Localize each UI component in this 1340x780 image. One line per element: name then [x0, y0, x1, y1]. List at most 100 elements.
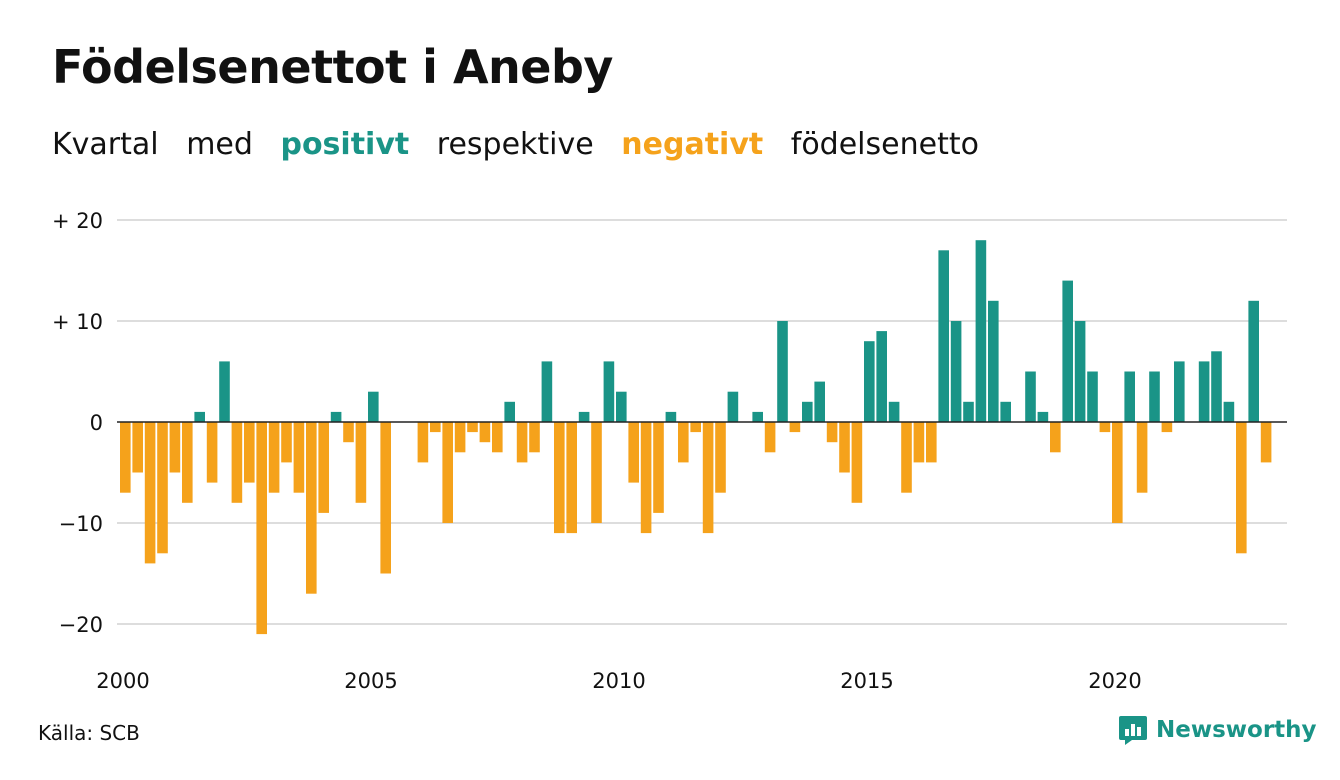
bar [752, 411, 763, 422]
y-tick-label: −20 [59, 613, 103, 637]
bar [554, 422, 565, 534]
bar [380, 422, 391, 574]
bar [814, 381, 825, 422]
bar [293, 422, 305, 493]
bar [454, 422, 466, 453]
bar [603, 361, 615, 422]
source-note: Källa: SCB [38, 721, 140, 745]
bar [715, 422, 726, 493]
bar [1211, 351, 1222, 422]
bar [1050, 422, 1061, 453]
bar [851, 422, 863, 503]
bar [1174, 361, 1185, 422]
bar [430, 422, 441, 433]
bar [306, 422, 317, 594]
bar [417, 422, 429, 463]
bar [1236, 422, 1247, 554]
bar [640, 422, 652, 534]
bar [1136, 422, 1148, 493]
bar [1124, 371, 1135, 422]
bar [529, 422, 540, 453]
bar [1260, 422, 1272, 463]
bar [913, 422, 925, 463]
chart-title: Födelsenettot i Aneby [52, 40, 613, 94]
bar [1000, 401, 1011, 422]
bar [938, 250, 949, 422]
bar [492, 422, 503, 453]
bar [839, 422, 850, 473]
bar [1149, 371, 1160, 422]
bar [888, 401, 900, 422]
bar [516, 422, 528, 463]
subtitle-negative-keyword: negativt [621, 127, 764, 162]
bar [442, 422, 453, 523]
bar [256, 422, 267, 635]
bar [578, 411, 590, 422]
bar [926, 422, 937, 463]
bar [144, 422, 156, 564]
bar [789, 422, 801, 433]
bar [268, 422, 280, 493]
bar [120, 422, 131, 493]
subtitle-word: födelsenetto [790, 127, 979, 162]
bar [864, 341, 875, 422]
bar [368, 391, 379, 422]
bar [1248, 300, 1259, 422]
bar [901, 422, 912, 493]
bar [1112, 422, 1123, 523]
bar [330, 411, 342, 422]
bar [764, 422, 776, 453]
bar [777, 321, 788, 422]
bar [826, 422, 838, 443]
x-tick-label: 2010 [592, 669, 645, 693]
y-tick-label: + 20 [52, 209, 103, 233]
bar [690, 422, 701, 433]
bar [1099, 422, 1111, 433]
bar [988, 300, 999, 422]
bar [318, 422, 329, 513]
bar [1223, 401, 1235, 422]
y-tick-label: −10 [59, 512, 103, 536]
bar [169, 422, 181, 473]
x-tick-label: 2020 [1088, 669, 1141, 693]
bar [504, 401, 515, 422]
bar [963, 401, 974, 422]
bar [1161, 422, 1173, 433]
x-tick-label: 2000 [96, 669, 149, 693]
chart-subtitle: Kvartal med positivt respektive negativt… [52, 127, 997, 162]
bar [727, 391, 739, 422]
bar [182, 422, 193, 503]
newsworthy-logo-icon [1119, 716, 1147, 745]
bar [950, 321, 962, 422]
bar [678, 422, 689, 463]
bar [281, 422, 292, 463]
bar [1074, 321, 1086, 422]
bar [355, 422, 367, 503]
bar [876, 331, 887, 422]
bar [653, 422, 664, 513]
bar [194, 411, 205, 422]
bar [1025, 371, 1036, 422]
x-tick-label: 2005 [344, 669, 397, 693]
bar [1037, 411, 1049, 422]
newsworthy-logo: Newsworthy [1118, 714, 1317, 746]
bar [343, 422, 354, 443]
bar [975, 240, 987, 422]
bar [628, 422, 639, 483]
x-tick-label: 2015 [840, 669, 893, 693]
bar [1062, 280, 1073, 422]
bar [802, 401, 813, 422]
logo-text: Newsworthy [1156, 717, 1317, 743]
bar [1087, 371, 1098, 422]
bar [665, 411, 677, 422]
bar [231, 422, 243, 503]
bar [566, 422, 577, 534]
bar [479, 422, 491, 443]
bar [1198, 361, 1210, 422]
bar [206, 422, 218, 483]
bar [467, 422, 478, 433]
bar [219, 361, 230, 422]
bar [702, 422, 714, 534]
y-tick-label: + 10 [52, 310, 103, 334]
